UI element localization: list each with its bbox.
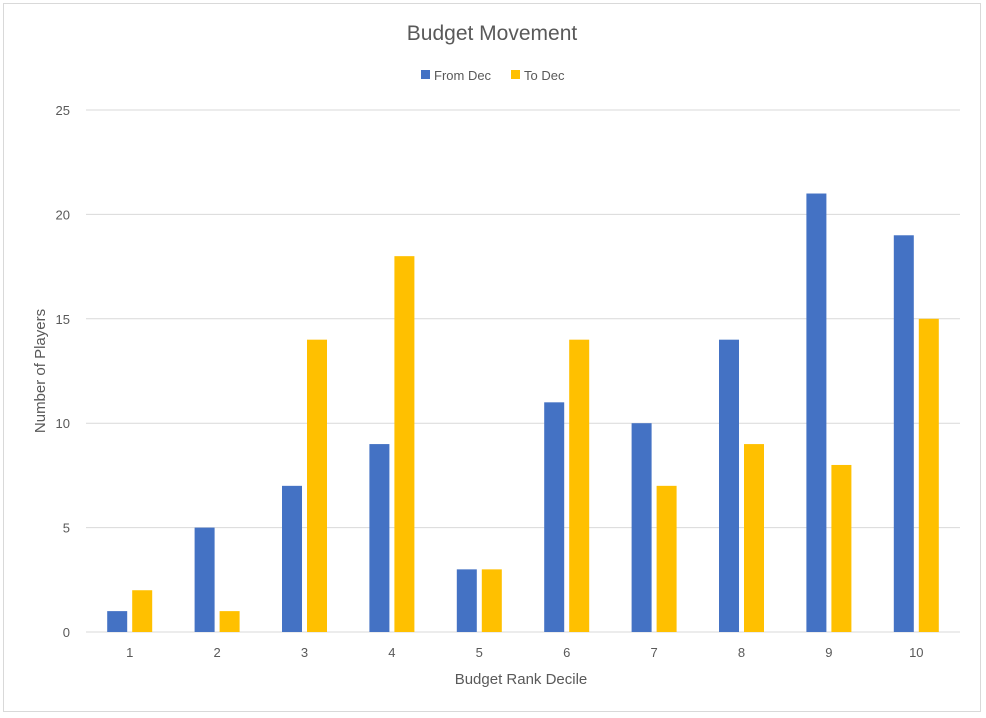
- legend-swatch-to-dec: [511, 70, 520, 79]
- y-axis-title: Number of Players: [32, 309, 49, 433]
- gridlines: [86, 109, 960, 633]
- bar-from-dec-2: [194, 527, 215, 632]
- bar-to-dec-10: [918, 318, 939, 632]
- bar-to-dec-6: [569, 339, 590, 632]
- bar-to-dec-7: [656, 485, 677, 632]
- bar-to-dec-9: [831, 464, 852, 632]
- bar-to-dec-1: [132, 590, 153, 632]
- bar-from-dec-5: [456, 569, 477, 632]
- bar-from-dec-10: [893, 235, 914, 632]
- x-tick-label: 5: [476, 645, 483, 660]
- bar-to-dec-2: [219, 611, 240, 632]
- bar-from-dec-3: [282, 485, 302, 632]
- x-axis-title: Budget Rank Decile: [455, 671, 588, 688]
- bar-from-dec-8: [719, 339, 739, 632]
- bars: [107, 193, 939, 632]
- bar-from-dec-7: [631, 423, 652, 632]
- x-axis-ticks: 1 2 3 4 5 6 7 8 9 10: [126, 645, 923, 660]
- y-tick-label: 10: [56, 416, 70, 431]
- y-tick-label: 0: [63, 625, 70, 640]
- bar-to-dec-3: [307, 339, 327, 632]
- bar-from-dec-6: [544, 402, 565, 632]
- legend-swatch-from-dec: [421, 70, 430, 79]
- y-tick-label: 25: [56, 103, 70, 118]
- bar-to-dec-5: [481, 569, 502, 632]
- bar-to-dec-8: [744, 444, 764, 632]
- x-tick-label: 2: [213, 645, 220, 660]
- legend-label-to-dec: To Dec: [524, 68, 565, 83]
- x-tick-label: 4: [388, 645, 395, 660]
- y-tick-label: 5: [63, 521, 70, 536]
- x-tick-label: 1: [126, 645, 133, 660]
- bar-from-dec-9: [806, 193, 827, 632]
- y-axis-ticks: 0 5 10 15 20 25: [56, 103, 70, 640]
- x-tick-label: 3: [301, 645, 308, 660]
- chart-title: Budget Movement: [407, 22, 578, 45]
- bar-from-dec-4: [369, 444, 390, 632]
- bar-from-dec-1: [107, 611, 128, 632]
- legend-label-from-dec: From Dec: [434, 68, 492, 83]
- x-tick-label: 10: [909, 645, 923, 660]
- x-tick-label: 9: [825, 645, 832, 660]
- x-tick-label: 8: [738, 645, 745, 660]
- legend: From Dec To Dec: [421, 68, 565, 83]
- x-tick-label: 7: [650, 645, 657, 660]
- x-tick-label: 6: [563, 645, 570, 660]
- bar-to-dec-4: [394, 256, 415, 632]
- y-tick-label: 20: [56, 207, 70, 222]
- y-tick-label: 15: [56, 312, 70, 327]
